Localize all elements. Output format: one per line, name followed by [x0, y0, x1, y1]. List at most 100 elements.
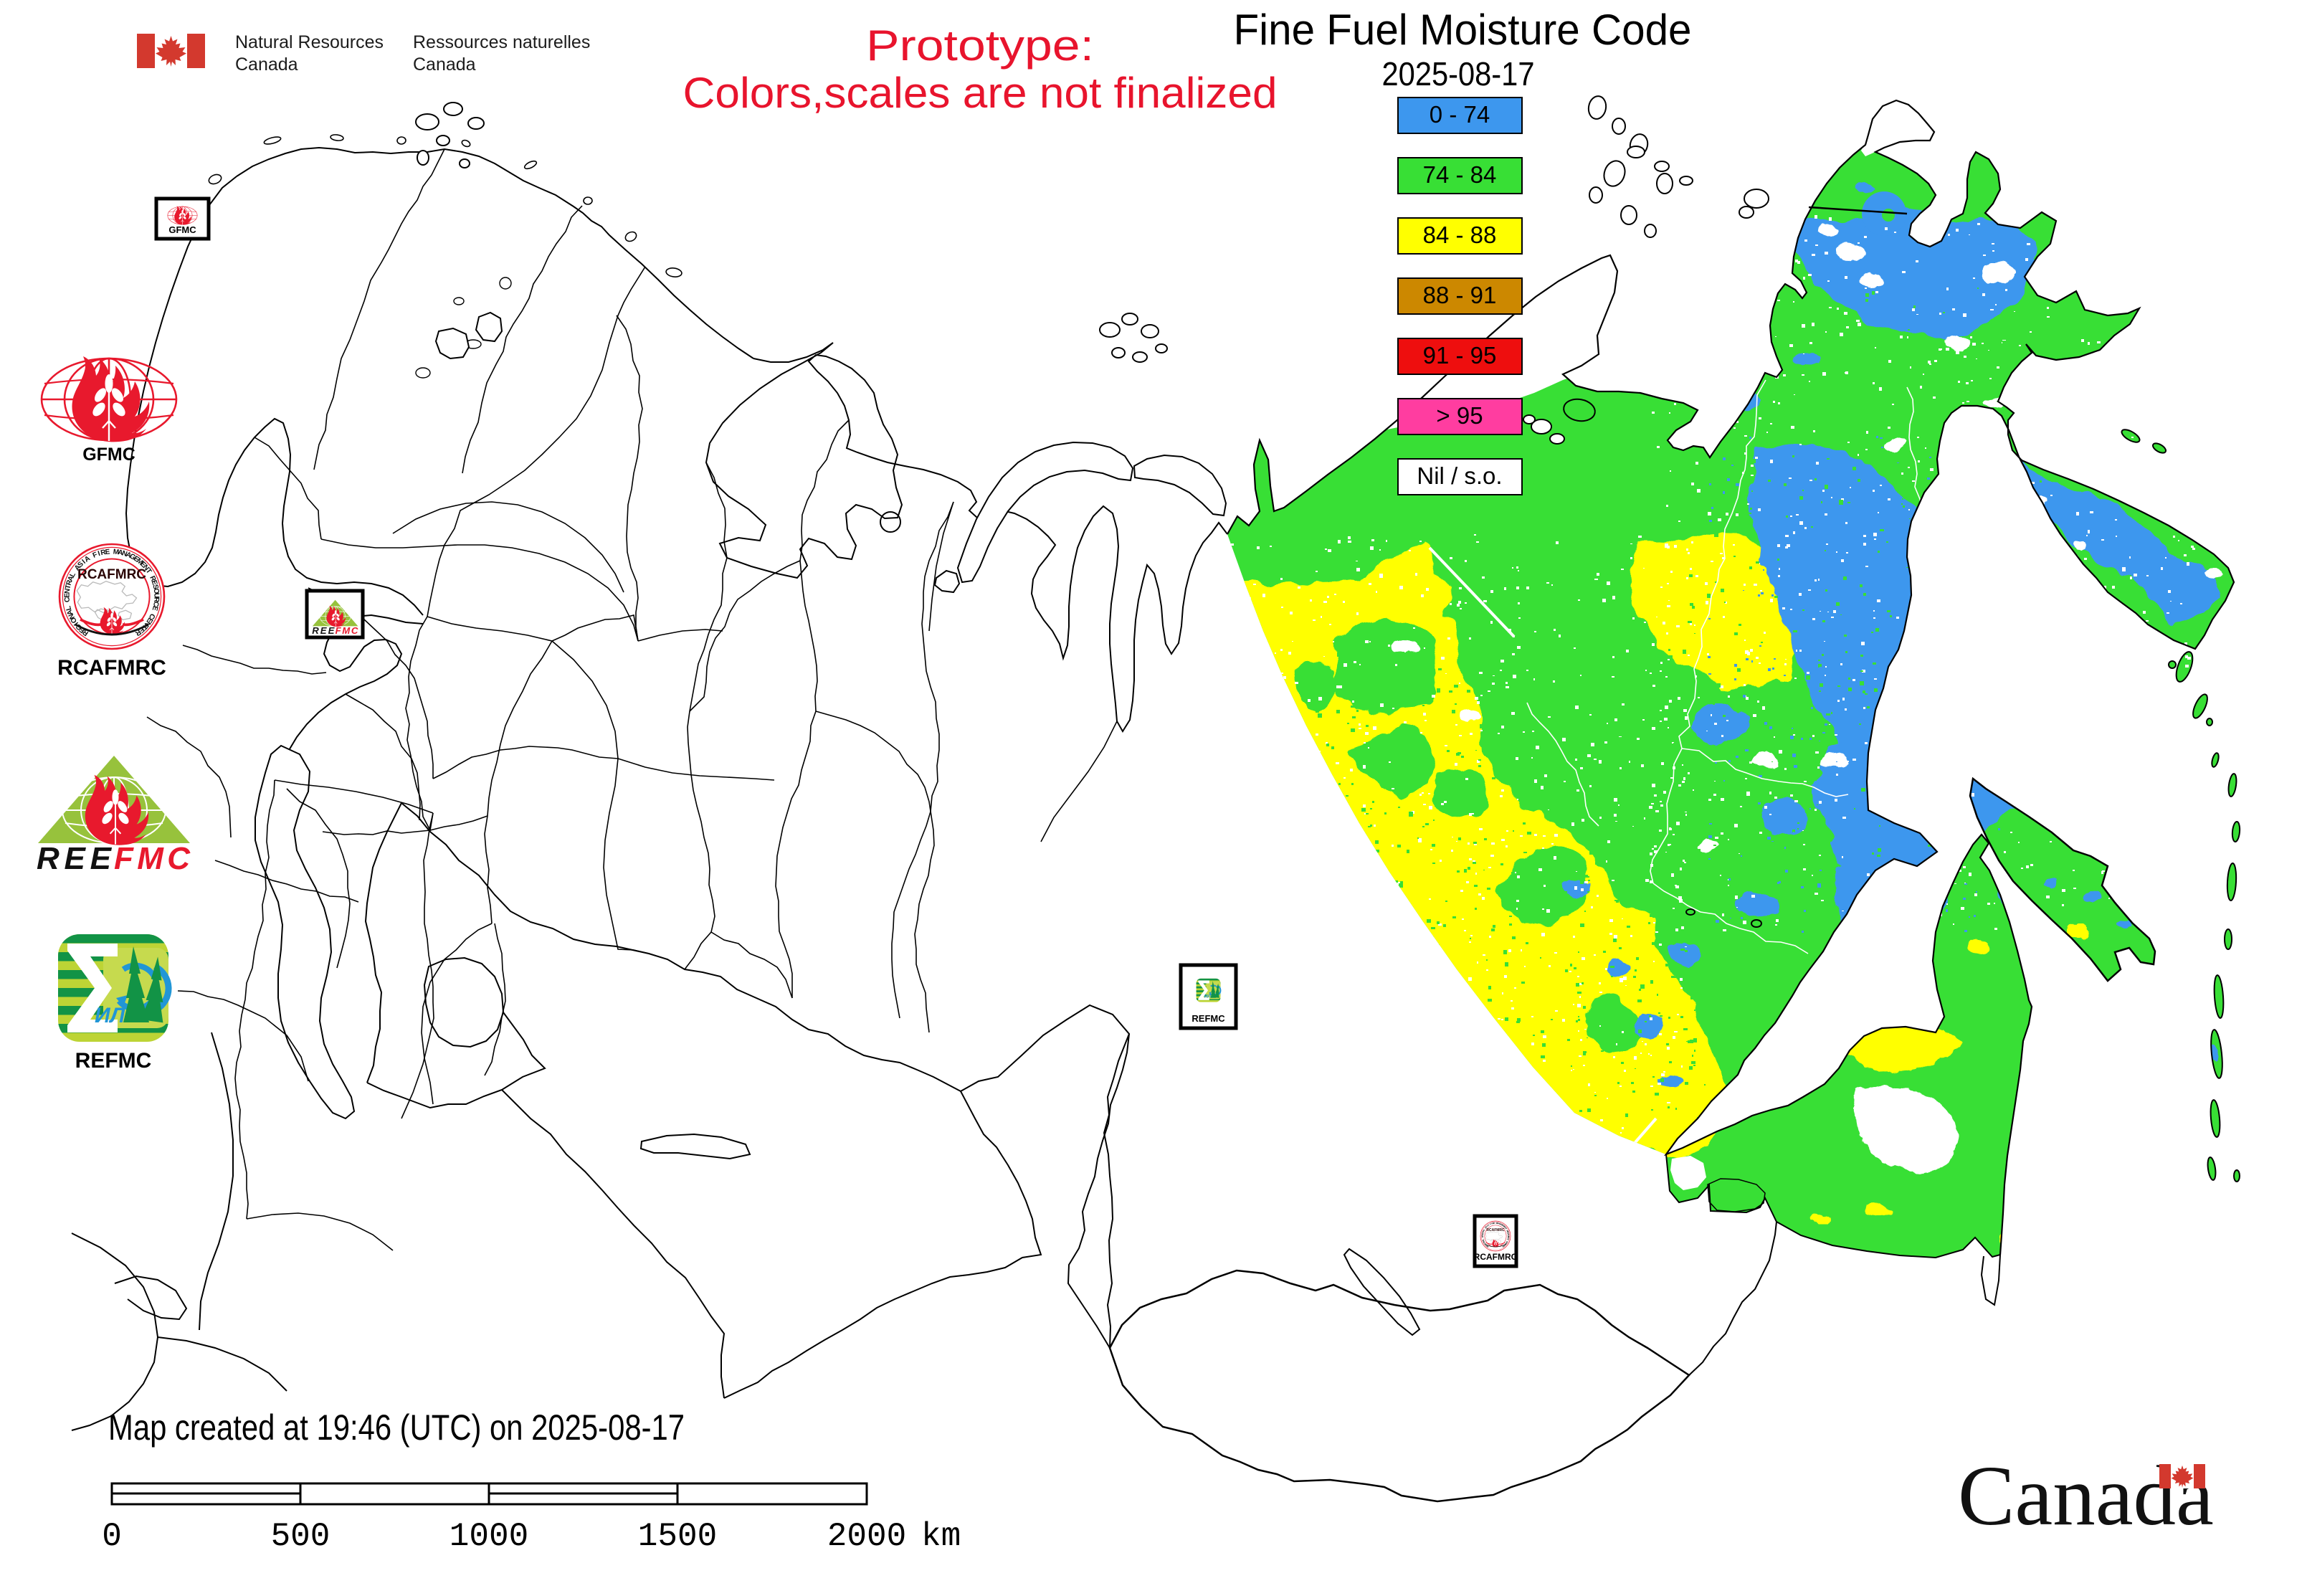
svg-text:E: E [150, 579, 159, 586]
svg-text:Fine Fuel Moisture Code: Fine Fuel Moisture Code [1234, 6, 1692, 54]
svg-text:R: R [1482, 1230, 1485, 1233]
svg-text:R: R [1507, 1236, 1510, 1238]
svg-text:R: R [152, 597, 161, 603]
svg-text:Nil / s.o.: Nil / s.o. [1417, 462, 1502, 489]
svg-text:S: S [151, 584, 159, 590]
svg-text:N: N [1504, 1226, 1507, 1229]
svg-text:A: A [1497, 1222, 1500, 1225]
svg-text:84 - 88: 84 - 88 [1423, 222, 1497, 248]
svg-text:REFMC: REFMC [75, 1049, 152, 1073]
svg-text:I: I [81, 558, 87, 565]
svg-text:Canada: Canada [413, 54, 476, 75]
svg-text:N: N [121, 549, 128, 559]
svg-text:Canada: Canada [235, 54, 298, 75]
svg-text:A: A [1482, 1239, 1485, 1242]
svg-text:E: E [1506, 1238, 1509, 1240]
svg-text:88 - 91: 88 - 91 [1423, 282, 1497, 308]
svg-text:E: E [151, 605, 159, 612]
svg-text:Ressources naturelles: Ressources naturelles [413, 32, 590, 52]
svg-text:C: C [151, 601, 160, 607]
svg-text:S: S [1485, 1225, 1488, 1228]
svg-text:> 95: > 95 [1436, 402, 1483, 429]
svg-text:R: R [1501, 1245, 1505, 1248]
svg-text:74 - 84: 74 - 84 [1423, 161, 1497, 188]
svg-text:A: A [1487, 1223, 1490, 1227]
svg-text:E: E [1485, 1244, 1488, 1247]
svg-text:R: R [1506, 1230, 1509, 1232]
svg-text:E: E [1506, 1231, 1509, 1233]
svg-text:T: T [64, 584, 72, 590]
svg-text:C: C [1481, 1235, 1484, 1238]
svg-text:O: O [1507, 1233, 1510, 1235]
svg-text:R: R [65, 579, 75, 586]
svg-text:Prototype:: Prototype: [866, 22, 1094, 70]
svg-text:E: E [1503, 1244, 1506, 1247]
svg-text:E: E [1503, 1225, 1506, 1228]
svg-text:T: T [1505, 1227, 1508, 1230]
svg-text:N: N [1483, 1240, 1486, 1243]
svg-text:S: S [1507, 1232, 1510, 1235]
svg-text:L: L [69, 571, 78, 579]
svg-text:A: A [1482, 1229, 1485, 1232]
svg-text:C: C [63, 597, 71, 602]
svg-text:Canada: Canada [1958, 1448, 2214, 1543]
svg-text:GFMC: GFMC [82, 445, 135, 465]
svg-text:REE: REE [312, 625, 335, 636]
svg-text:L: L [65, 605, 73, 612]
svg-text:F: F [1490, 1222, 1492, 1225]
svg-text:C: C [147, 612, 156, 620]
svg-text:A: A [125, 551, 133, 560]
svg-text:U: U [1507, 1235, 1510, 1236]
svg-text:ИЛ: ИЛ [95, 1004, 126, 1027]
svg-text:A: A [67, 575, 76, 583]
svg-text:0: 0 [102, 1518, 122, 1555]
svg-text:E: E [105, 548, 110, 556]
svg-text:R: R [1492, 1222, 1495, 1225]
svg-text:km: km [921, 1518, 961, 1555]
svg-text:0 - 74: 0 - 74 [1430, 101, 1490, 128]
svg-text:N: N [64, 588, 72, 594]
svg-text:A: A [117, 548, 123, 557]
svg-text:T: T [144, 567, 153, 575]
svg-text:O: O [152, 588, 161, 594]
svg-text:E: E [132, 555, 141, 564]
svg-text:A: A [1499, 1222, 1502, 1226]
svg-text:U: U [152, 593, 160, 598]
svg-text:91 - 95: 91 - 95 [1423, 342, 1497, 369]
svg-text:T: T [1481, 1232, 1484, 1235]
svg-text:REE: REE [37, 841, 113, 876]
svg-text:RCAFMRC: RCAFMRC [1474, 1252, 1518, 1262]
svg-text:R: R [1486, 1245, 1490, 1248]
svg-text:1000: 1000 [450, 1518, 528, 1555]
svg-text:1500: 1500 [638, 1518, 717, 1555]
svg-text:I: I [97, 550, 101, 558]
svg-text:RCAFMRC: RCAFMRC [1486, 1228, 1505, 1232]
svg-text:ИЛ: ИЛ [1204, 994, 1212, 999]
svg-text:N: N [1498, 1222, 1500, 1225]
svg-text:Map created at 19:46 (UTC) on: Map created at 19:46 (UTC) on 2025-08-17 [108, 1407, 685, 1448]
svg-text:R: R [100, 548, 108, 557]
svg-text:M: M [1502, 1225, 1506, 1228]
svg-text:A: A [66, 609, 75, 617]
svg-text:I: I [1486, 1225, 1488, 1227]
svg-text:E: E [1505, 1242, 1508, 1245]
svg-text:Colors,scales are not finalize: Colors,scales are not finalized [683, 69, 1278, 117]
svg-text:FMC: FMC [114, 841, 191, 876]
svg-text:2000: 2000 [827, 1518, 906, 1555]
svg-text:RCAFMRC: RCAFMRC [77, 567, 146, 582]
svg-text:M: M [1495, 1222, 1498, 1225]
svg-text:G: G [1500, 1223, 1503, 1227]
svg-text:E: E [145, 616, 154, 624]
svg-text:N: N [1481, 1233, 1484, 1235]
svg-text:L: L [1481, 1238, 1484, 1240]
svg-text:R: R [148, 575, 157, 584]
svg-text:E: E [1493, 1222, 1495, 1225]
svg-text:E: E [1501, 1224, 1504, 1227]
svg-text:T: T [1503, 1243, 1506, 1246]
svg-text:M: M [113, 548, 119, 556]
svg-text:RCAFMRC: RCAFMRC [57, 656, 166, 680]
svg-text:L: L [1483, 1228, 1485, 1231]
svg-text:2025-08-17: 2025-08-17 [1382, 55, 1535, 92]
svg-text:Natural Resources: Natural Resources [235, 32, 384, 52]
svg-text:C: C [1506, 1240, 1509, 1243]
